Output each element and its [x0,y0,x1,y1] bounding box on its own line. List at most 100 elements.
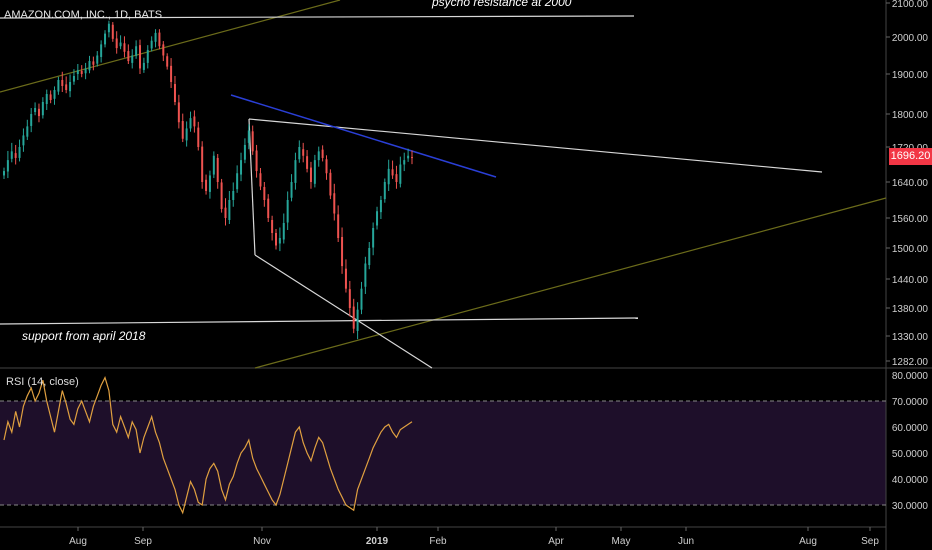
support-line [0,317,639,325]
candle-body [14,153,17,158]
candle-body [228,200,231,220]
candle-body [403,160,406,165]
price-tick-label: 1330.00 [892,332,929,343]
candle-body [360,288,363,310]
candle-body [294,160,297,183]
candle-body [411,157,413,159]
candle-body [391,169,394,176]
candle-body [376,211,379,226]
candle-body [236,173,239,190]
price-tick-label: 1380.00 [892,304,929,315]
wedge-lower-edge [254,254,433,369]
candle-body [271,220,274,233]
candle-body [309,167,312,182]
candle-body [76,70,79,74]
candle-body [177,102,180,123]
time-tick-label: Sep [861,536,879,547]
candle-body [267,198,270,218]
symbol-title: AMAZON.COM, INC., 1D, BATS [4,9,163,21]
candle-body [111,24,114,39]
candle-body [131,55,134,63]
rsi-tick-label: 50.0000 [892,449,929,460]
candle-body [344,268,347,289]
descending-trendline-grey [248,118,823,173]
candle-body [240,160,243,175]
candle-body [208,175,211,192]
candle-body [321,149,324,158]
candle-body [372,228,375,248]
candle-body [224,207,227,218]
candle-body [383,182,386,200]
channel-upper-olive [0,0,341,93]
candle-body [189,118,192,129]
time-tick-label: Feb [429,536,447,547]
time-tick-label: Apr [548,536,564,547]
candle-body [185,128,188,141]
time-tick-label: Jun [678,536,694,547]
candle-body [387,168,390,185]
candle-body [333,193,336,214]
candle-body [6,160,9,172]
candle-body [65,84,68,90]
candle-body [247,130,250,143]
candle-body [399,164,402,184]
price-tick-label: 1900.00 [892,70,929,81]
candle-body [251,131,254,152]
time-axis: Aug Sep Nov 2019 Feb Apr May Jun Aug Sep [69,527,879,547]
last-price-tag: 1696.20 [889,148,932,165]
support-annotation: support from april 2018 [22,329,146,343]
candle-body [88,61,91,71]
candle-body [181,121,184,139]
candle-body [45,94,48,104]
candle-body [325,159,328,174]
price-tick-label: 1560.00 [892,214,929,225]
candle-body [173,84,176,102]
candle-body [72,76,75,82]
candle-body [368,248,371,266]
candle-body [197,127,200,147]
candle-body [337,214,340,238]
candle-body [407,155,410,159]
candle-body [162,44,165,56]
time-tick-label: 2019 [366,536,389,547]
candle-body [57,80,60,92]
candle-body [104,33,107,45]
candle-body [364,263,367,287]
price-tick-label: 1640.00 [892,178,929,189]
candle-body [348,289,351,308]
time-tick-label: Aug [799,536,817,547]
candle-body [201,146,204,182]
candle-body [69,82,72,92]
candle-body [329,172,332,196]
candle-body [395,174,398,182]
candle-body [84,68,87,74]
rsi-line [3,375,413,515]
candle-body [139,45,141,69]
candle-body [119,42,122,47]
candle-body [317,151,320,161]
price-tick-label: 2000.00 [892,33,929,44]
candle-body [26,126,29,137]
candle-body [146,49,149,63]
candle-body [123,43,126,52]
time-tick-label: Sep [134,536,152,547]
candle-body [243,144,246,160]
candle-body [115,38,118,49]
wedge-left-edge [248,118,256,256]
candle-body [356,309,359,331]
candle-body [61,80,64,86]
rsi-band [0,401,886,505]
price-tick-label: 1282.00 [892,357,929,368]
price-tick-label: 1500.00 [892,244,929,255]
rsi-tick-label: 60.0000 [892,423,929,434]
rsi-tick-label: 30.0000 [892,501,929,512]
candle-body [53,90,56,99]
candle-body [275,233,277,246]
candle-body [212,155,215,175]
candle-body [37,108,40,117]
candle-body [41,102,44,116]
candle-body [30,114,33,126]
candle-body [278,238,281,244]
resistance-annotation: psycho resistance at 2000 [432,0,572,9]
